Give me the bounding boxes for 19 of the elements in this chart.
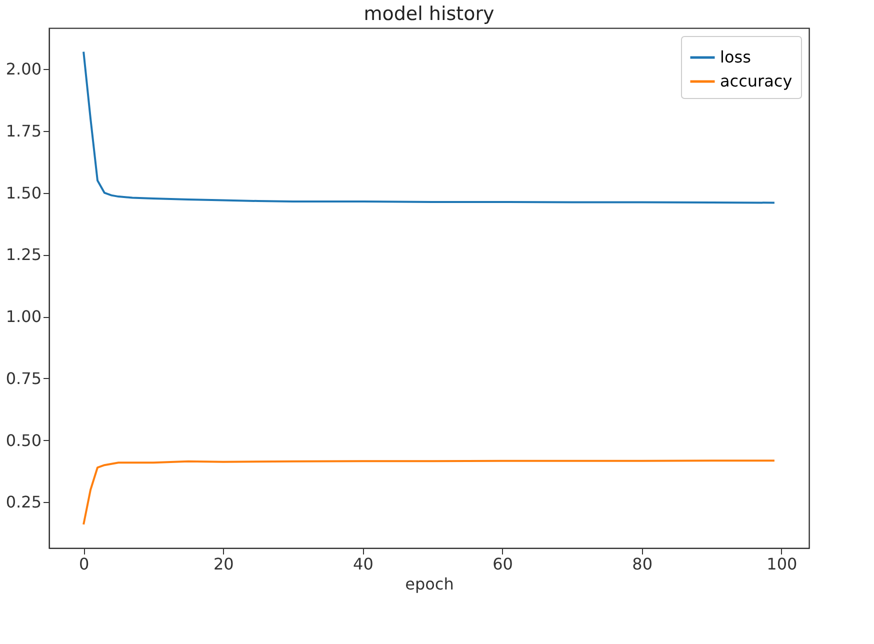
- y-tick-label: 0.50: [6, 430, 42, 450]
- legend-label: loss: [720, 48, 751, 66]
- y-tick-label: 0.25: [6, 492, 42, 512]
- x-tick-label: 80: [632, 554, 653, 574]
- x-tick-label: 0: [78, 554, 90, 574]
- y-tick-label: 1.00: [6, 307, 42, 326]
- x-tick-label: 20: [213, 554, 234, 574]
- x-tick-label: 60: [492, 554, 513, 574]
- line-series: [82, 460, 776, 526]
- legend-label: accuracy: [720, 72, 792, 90]
- y-tick-label: 1.25: [6, 245, 42, 264]
- x-axis-title: epoch: [405, 574, 454, 594]
- x-tick-label: 100: [766, 554, 798, 574]
- y-tick-label: 0.75: [6, 368, 42, 388]
- chart-title: model history: [364, 3, 494, 25]
- y-tick-label: 2.00: [6, 60, 42, 79]
- x-tick-label: 40: [353, 554, 374, 574]
- y-tick-label: 1.75: [6, 121, 42, 140]
- y-tick-label: 1.50: [6, 183, 42, 202]
